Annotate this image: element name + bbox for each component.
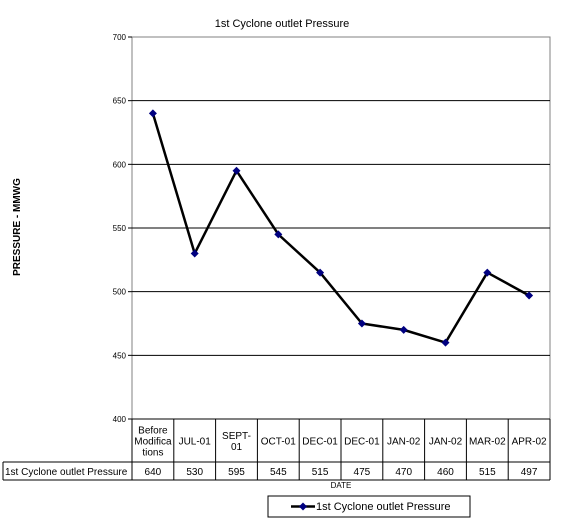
y-tick-label: 500	[113, 288, 127, 297]
table-value: 497	[521, 467, 538, 478]
x-tick-label: DEC-01	[344, 437, 380, 448]
y-tick-label: 550	[113, 224, 127, 233]
x-tick-label: MAR-02	[469, 437, 506, 448]
data-point-marker	[483, 268, 492, 277]
y-tick-label: 700	[113, 33, 127, 42]
table-value: 530	[186, 467, 203, 478]
data-point-marker	[190, 249, 199, 258]
x-tick-label: JAN-02	[387, 437, 421, 448]
series-markers	[148, 109, 534, 347]
y-tick-label: 400	[113, 415, 127, 424]
table-series-label: 1st Cyclone outlet Pressure	[5, 467, 128, 478]
table-value: 515	[479, 467, 496, 478]
table-value: 595	[228, 467, 245, 478]
data-point-marker	[399, 325, 408, 334]
y-axis-ticks: 400 450 500 550 600 650 700	[113, 33, 132, 424]
legend-box	[267, 495, 471, 518]
data-point-marker	[148, 109, 157, 118]
legend: 1st Cyclone outlet Pressure	[267, 495, 471, 518]
data-point-marker	[357, 319, 366, 328]
data-point-marker	[274, 230, 283, 239]
legend-marker-icon	[299, 502, 307, 511]
data-point-marker	[232, 166, 241, 175]
x-tick-label: JUL-01	[179, 437, 212, 448]
x-tick-label: OCT-01	[261, 437, 296, 448]
chart-title: 1st Cyclone outlet Pressure	[215, 18, 350, 30]
legend-label: 1st Cyclone outlet Pressure	[316, 501, 451, 513]
table-value: 460	[437, 467, 454, 478]
x-tick-label: Before Modifica tions	[134, 426, 172, 459]
y-tick-label: 600	[113, 160, 127, 169]
y-tick-label: 450	[113, 351, 127, 360]
gridlines	[132, 100, 550, 356]
table-value: 470	[395, 467, 412, 478]
x-tick-label: JAN-02	[429, 437, 463, 448]
table-value: 515	[312, 467, 329, 478]
y-tick-label: 650	[113, 97, 127, 106]
table-value: 545	[270, 467, 287, 478]
x-tick-label: SEPT-01	[222, 431, 251, 453]
data-point-marker	[441, 338, 450, 347]
x-tick-label: DEC-01	[302, 437, 338, 448]
series-line	[151, 113, 530, 344]
data-point-marker	[316, 268, 325, 277]
data-table: 1st Cyclone outlet Pressure Before Modific…	[2, 418, 551, 481]
data-point-marker	[525, 291, 534, 300]
table-value: 475	[354, 467, 371, 478]
y-axis-label: PRESSURE - MMWG	[12, 178, 23, 276]
x-axis-label: DATE	[331, 481, 352, 490]
x-tick-label: APR-02	[512, 437, 547, 448]
table-value: 640	[145, 467, 162, 478]
